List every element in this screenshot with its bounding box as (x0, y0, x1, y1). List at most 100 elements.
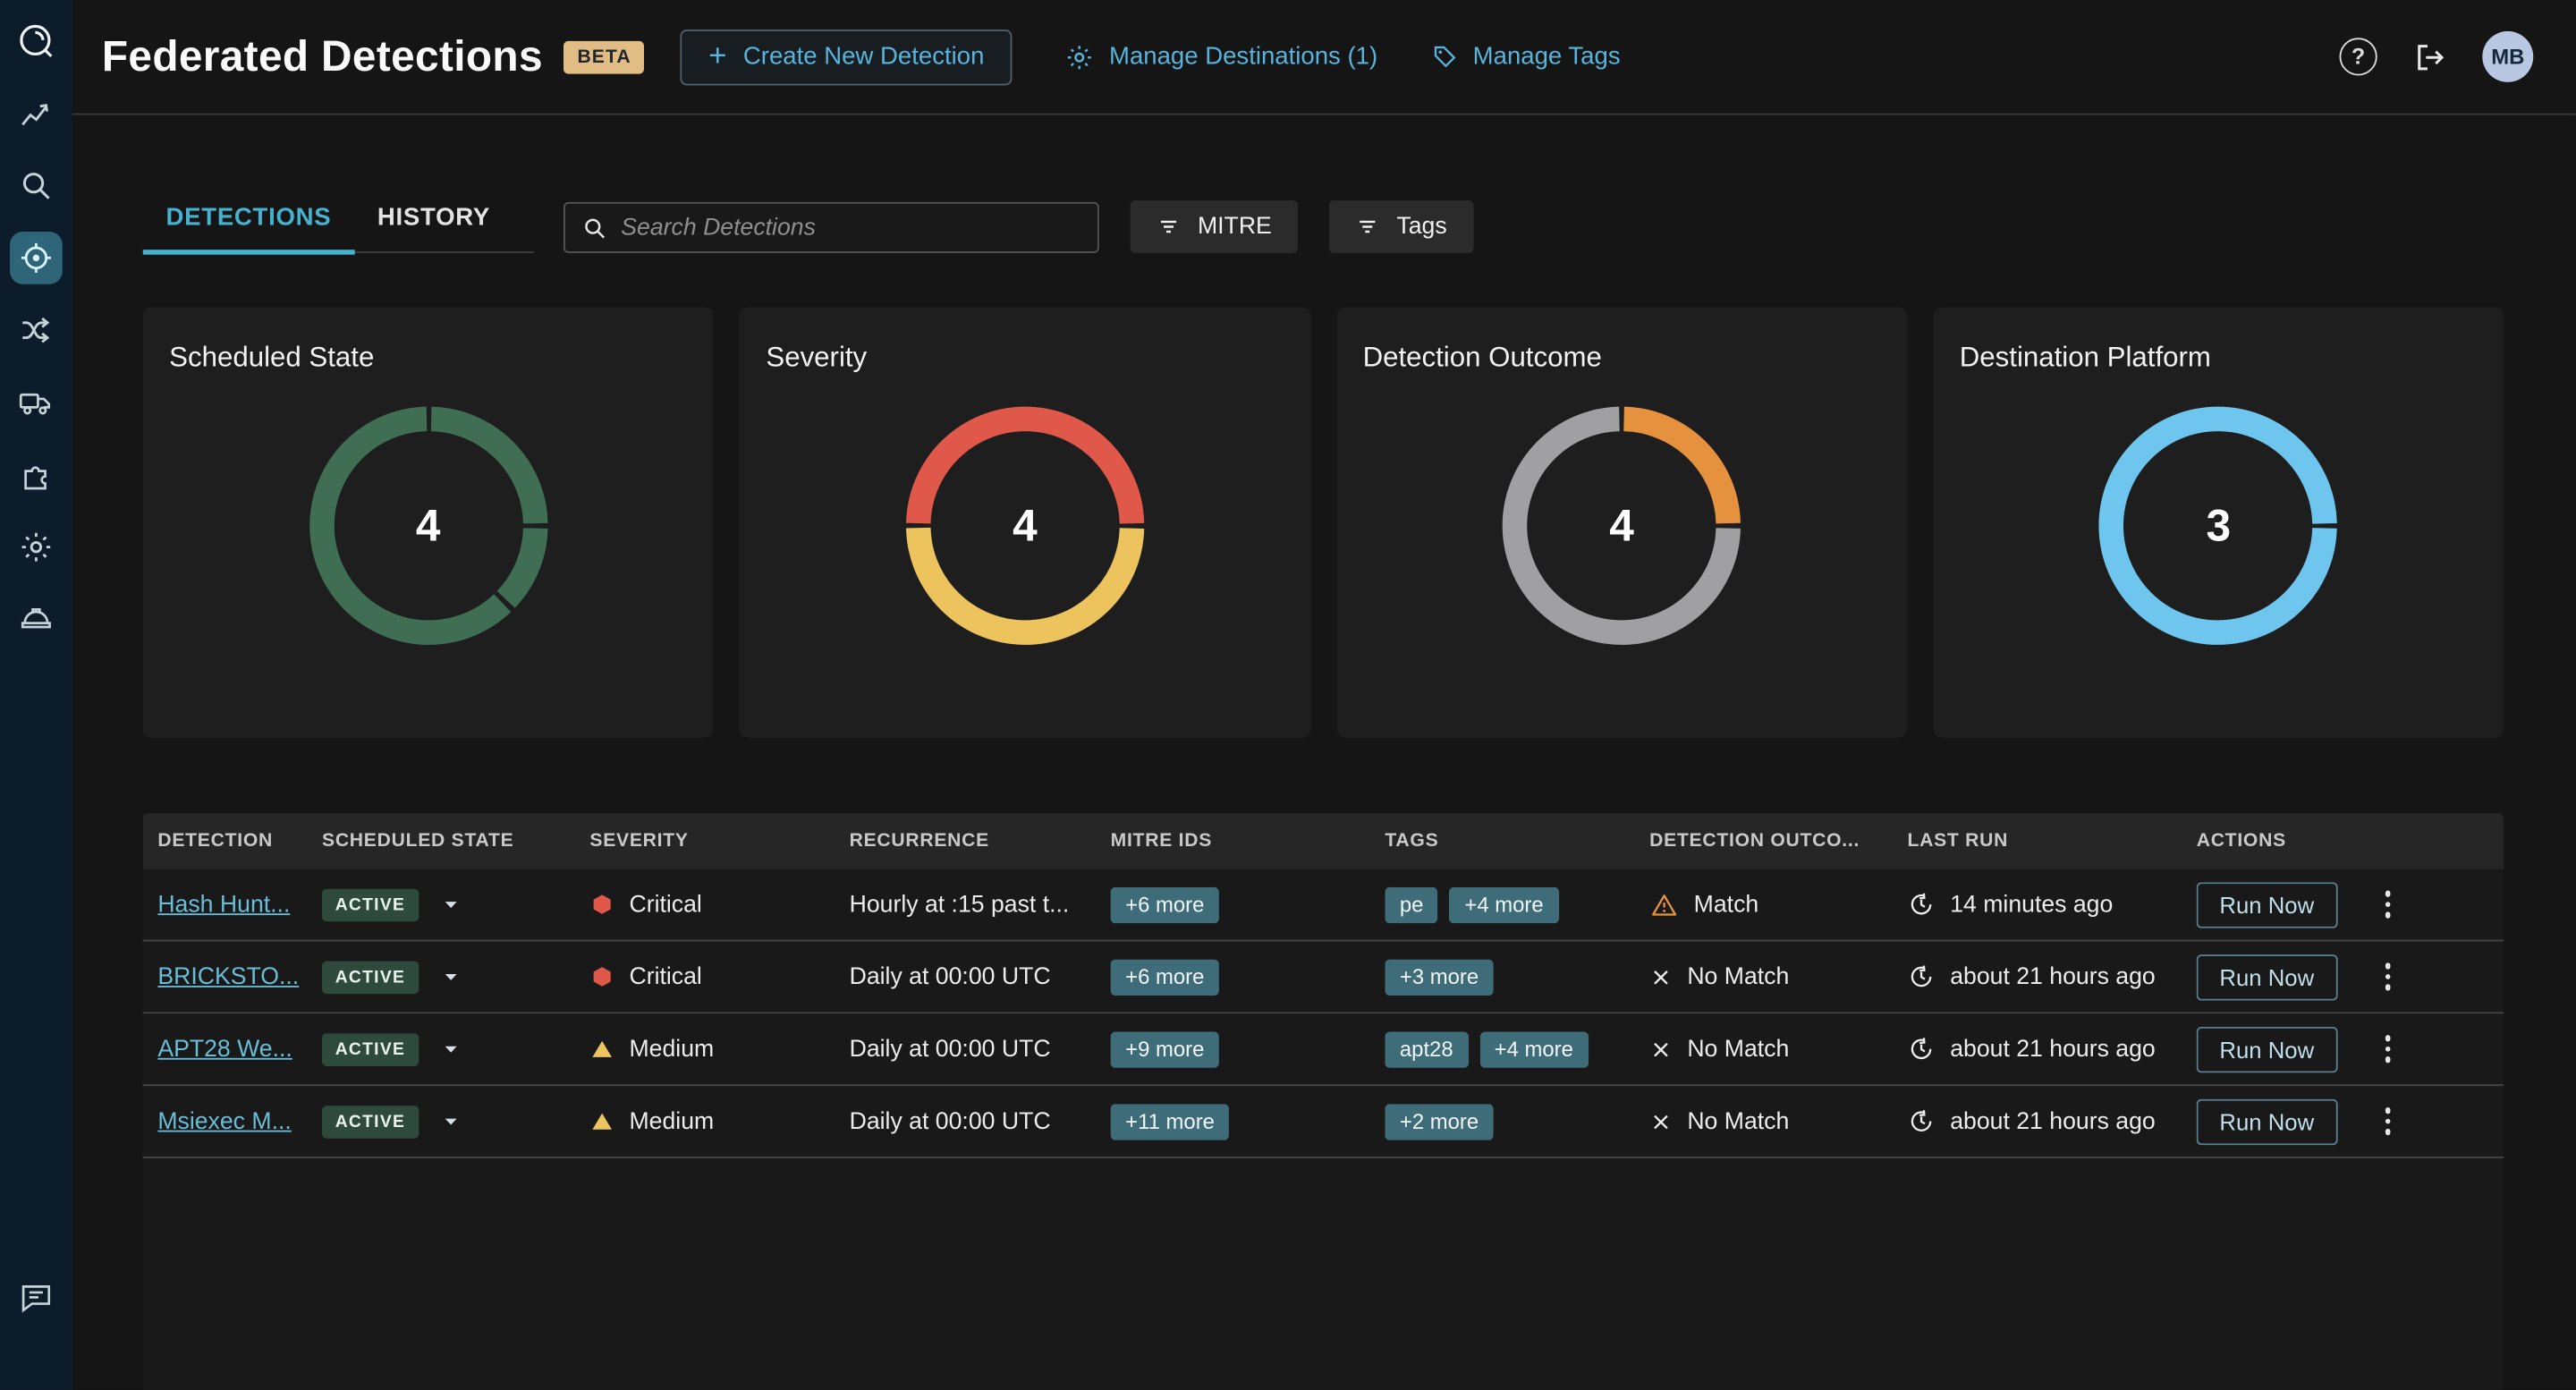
cell-tags: apt28 +4 more (1385, 1030, 1649, 1067)
caret-down-icon (440, 894, 462, 915)
run-now-button[interactable]: Run Now (2196, 1098, 2337, 1145)
scheduled-state-badge[interactable]: ACTIVE (321, 960, 419, 994)
column-header-last-run: LAST RUN (1907, 831, 2009, 852)
caret-down-icon[interactable] (440, 1111, 462, 1132)
toolbar: DETECTIONS HISTORY MITRE Tags (142, 194, 2504, 255)
mitre-chip[interactable]: +11 more (1110, 1103, 1230, 1140)
row-menu-kebab-icon[interactable] (2375, 1029, 2400, 1069)
tag-chip[interactable]: +3 more (1385, 958, 1494, 996)
avatar[interactable]: MB (2482, 30, 2534, 82)
sidebar-item-feedback[interactable] (10, 1272, 63, 1325)
create-new-detection-button[interactable]: + Create New Detection (680, 29, 1013, 85)
summary-cards: Scheduled State 4 Severity 4 Detection Outco… (142, 307, 2504, 738)
detection-link[interactable]: BRICKSTO... (157, 963, 300, 990)
recurrence-text: Daily at 00:00 UTC (849, 1107, 1051, 1135)
sidebar-item-settings[interactable] (10, 521, 63, 573)
cell-actions: Run Now (2196, 954, 2504, 1000)
detection-link[interactable]: Hash Hunt... (157, 891, 291, 918)
recurrence-text: Hourly at :15 past t... (849, 891, 1070, 918)
cell-last-run: about 21 hours ago (1907, 1107, 2196, 1135)
caret-down-icon (440, 1111, 462, 1132)
caret-down-icon[interactable] (440, 894, 462, 915)
sidebar-item-analytics[interactable] (10, 87, 63, 140)
tag-chip[interactable]: +4 more (1449, 886, 1559, 923)
manage-tags-button[interactable]: Manage Tags (1430, 43, 1621, 71)
sidebar-item-logo (10, 15, 63, 68)
donut-total: 4 (1609, 500, 1634, 550)
help-icon[interactable]: ? (2339, 38, 2377, 76)
create-new-detection-label: Create New Detection (742, 42, 985, 71)
detection-link[interactable]: APT28 We... (157, 1036, 292, 1063)
caret-down-icon (440, 1038, 462, 1060)
cell-last-run: about 21 hours ago (1907, 1035, 2196, 1063)
run-now-button[interactable]: Run Now (2196, 954, 2337, 1000)
donut-total: 4 (415, 500, 441, 550)
last-run-refresh-icon (1907, 1035, 1935, 1063)
last-run-text: about 21 hours ago (1950, 1107, 2156, 1135)
logout-icon[interactable] (2411, 38, 2447, 74)
cell-severity: Critical (589, 891, 849, 918)
cell-severity: Medium (589, 1036, 849, 1062)
sidebar-item-detections[interactable] (10, 231, 63, 284)
detection-link[interactable]: Msiexec M... (157, 1107, 292, 1135)
tag-chip[interactable]: +2 more (1385, 1103, 1494, 1140)
table-header: DETECTION SCHEDULED STATE SEVERITY RECURREN… (142, 813, 2504, 869)
cell-actions: Run Now (2196, 1098, 2504, 1145)
tag-chip[interactable]: apt28 (1385, 1030, 1469, 1067)
tab-history[interactable]: HISTORY (377, 203, 490, 232)
scheduled-state-badge[interactable]: ACTIVE (321, 1032, 419, 1066)
row-menu-kebab-icon[interactable] (2375, 885, 2400, 925)
sidebar-item-search[interactable] (10, 159, 63, 212)
mitre-chip[interactable]: +6 more (1110, 958, 1219, 996)
caret-down-icon[interactable] (440, 1038, 462, 1060)
tab-detections[interactable]: DETECTIONS (142, 194, 355, 255)
tags-filter-button[interactable]: Tags (1329, 200, 1474, 253)
scheduled-state-badge[interactable]: ACTIVE (321, 887, 419, 921)
sidebar-item-pipeline[interactable] (10, 377, 63, 429)
search-input[interactable] (621, 214, 1081, 242)
scheduled-state-badge[interactable]: ACTIVE (321, 1105, 419, 1138)
column-header-detection-outco-: DETECTION OUTCO... (1649, 831, 1860, 852)
table-row: Hash Hunt... ACTIVE Critical Hourly at :15 … (142, 869, 2504, 942)
tab-bar: DETECTIONS HISTORY (142, 194, 534, 255)
cell-tags: +2 more (1385, 1103, 1649, 1140)
last-run-text: 14 minutes ago (1950, 891, 2114, 918)
cell-actions: Run Now (2196, 881, 2504, 928)
severity-label: Critical (629, 963, 702, 990)
detections-table: DETECTION SCHEDULED STATE SEVERITY RECURREN… (142, 813, 2504, 1390)
run-now-button[interactable]: Run Now (2196, 881, 2337, 928)
workflow-icon (18, 312, 54, 348)
card-destination-platform: Destination Platform 3 (1933, 307, 2504, 738)
mitre-chip[interactable]: +9 more (1110, 1030, 1219, 1067)
feedback-icon (18, 1280, 54, 1316)
cell-last-run: about 21 hours ago (1907, 962, 2196, 990)
outcome-label: No Match (1687, 1036, 1790, 1063)
cell-recurrence: Hourly at :15 past t... (850, 891, 1111, 917)
tag-chip[interactable]: +4 more (1479, 1030, 1589, 1067)
mitre-chip[interactable]: +6 more (1110, 886, 1219, 923)
tag-chip[interactable]: pe (1385, 886, 1438, 923)
severity-label: Medium (629, 1107, 715, 1135)
last-run-refresh-icon (1907, 1107, 1935, 1135)
row-menu-kebab-icon[interactable] (2375, 956, 2400, 996)
settings-icon (18, 529, 54, 564)
row-menu-kebab-icon[interactable] (2375, 1101, 2400, 1141)
donut-total: 3 (2206, 500, 2232, 550)
x-icon (1649, 1110, 1673, 1133)
cell-scheduled-state: ACTIVE (321, 1105, 589, 1138)
tags-filter-label: Tags (1396, 213, 1447, 241)
caret-down-icon[interactable] (440, 966, 462, 987)
sidebar-item-integrations[interactable] (10, 448, 63, 501)
cell-recurrence: Daily at 00:00 UTC (850, 963, 1111, 989)
gear-icon (1064, 42, 1094, 72)
sidebar-item-workflow[interactable] (10, 304, 63, 357)
analytics-icon (18, 96, 54, 131)
x-icon (1649, 1038, 1673, 1061)
severity-critical-icon (589, 892, 614, 917)
mitre-filter-button[interactable]: MITRE (1130, 200, 1299, 253)
run-now-button[interactable]: Run Now (2196, 1026, 2337, 1072)
tag-icon (1430, 43, 1458, 71)
sidebar-item-helmet[interactable] (10, 593, 63, 646)
manage-destinations-button[interactable]: Manage Destinations (1) (1064, 42, 1377, 72)
plus-icon: + (708, 39, 727, 74)
